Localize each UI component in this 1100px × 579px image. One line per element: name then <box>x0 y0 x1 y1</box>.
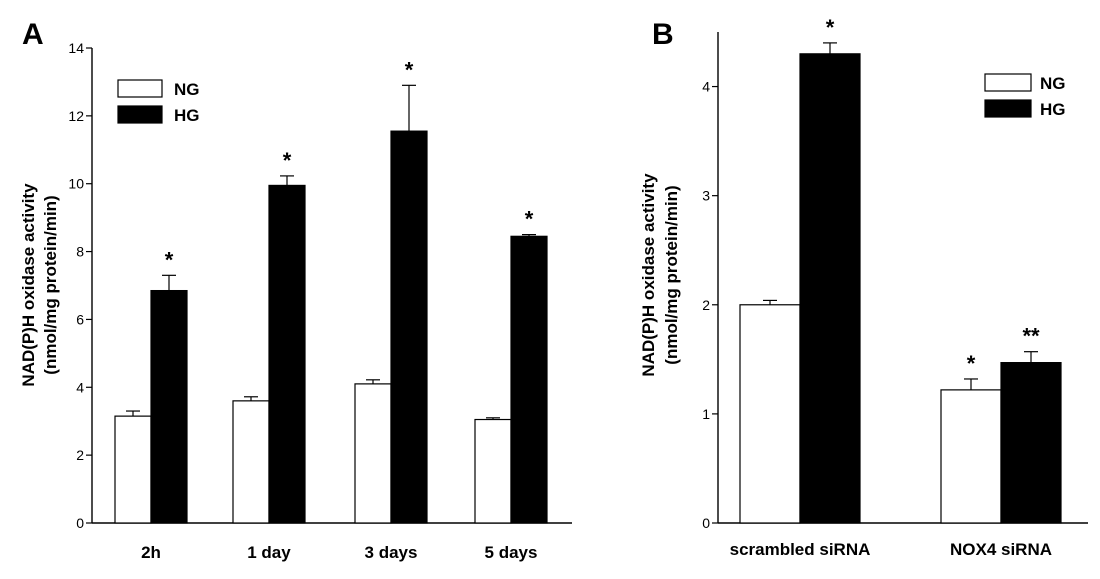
x-category-label: 3 days <box>365 543 418 562</box>
y-tick-label: 4 <box>76 379 84 395</box>
legend-swatch-hg <box>117 105 163 124</box>
significance-marker: ** <box>1022 324 1040 349</box>
bar-hg-1 <box>1000 362 1062 524</box>
y-tick-label: 2 <box>76 447 84 463</box>
y-axis-title-line2: (nmol/mg protein/min) <box>662 185 681 364</box>
significance-marker: * <box>165 247 174 272</box>
x-category-label: 2h <box>141 543 161 562</box>
panel-b-label: B <box>652 18 674 51</box>
legend-swatch-ng <box>117 79 163 98</box>
bar-hg-0 <box>150 289 188 524</box>
significance-marker: * <box>283 148 292 173</box>
significance-marker: * <box>405 57 414 82</box>
y-tick-label: 8 <box>76 244 84 260</box>
legend-label-ng: NG <box>174 80 200 99</box>
y-tick-label: 6 <box>76 311 84 327</box>
bar-ng-2 <box>354 383 392 524</box>
x-category-label: 1 day <box>247 543 291 562</box>
legend-swatch-hg <box>984 99 1032 118</box>
legend-label-hg: HG <box>1040 100 1066 119</box>
y-axis-title-line1: NAD(P)H oxidase activity <box>639 173 658 377</box>
x-category-label: 5 days <box>485 543 538 562</box>
chart-a: 0 2 4 6 8 10 12 14 NAD(P)H oxidase activity (nmol… <box>19 40 572 562</box>
panel-a-label: A <box>22 18 44 51</box>
y-tick-label: 0 <box>76 515 84 531</box>
legend-label-hg: HG <box>174 106 200 125</box>
y-tick-label: 14 <box>68 40 84 56</box>
legend-label-ng: NG <box>1040 74 1066 93</box>
y-tick-label: 12 <box>68 108 84 124</box>
bar-ng-0 <box>739 304 801 524</box>
y-axis-title-line1: NAD(P)H oxidase activity <box>19 183 38 387</box>
x-category-label: NOX4 siRNA <box>950 540 1052 559</box>
bar-ng-3 <box>474 418 512 524</box>
y-tick-label: 1 <box>702 406 710 422</box>
significance-marker: * <box>525 207 534 232</box>
bar-ng-1 <box>232 400 270 524</box>
bar-hg-2 <box>390 130 428 524</box>
legend-swatch-ng <box>984 73 1032 92</box>
chart-b: 0 1 2 3 4 NAD(P)H oxidase activity (nmol/mg pr… <box>639 15 1088 559</box>
y-tick-label: 4 <box>702 79 710 95</box>
significance-marker: * <box>826 15 835 40</box>
bar-hg-0 <box>799 53 861 524</box>
bar-hg-1 <box>268 184 306 524</box>
x-category-label: scrambled siRNA <box>730 540 871 559</box>
y-axis-title-line2: (nmol/mg protein/min) <box>41 195 60 374</box>
y-tick-label: 10 <box>68 176 84 192</box>
y-tick-label: 3 <box>702 188 710 204</box>
y-tick-label: 2 <box>702 297 710 313</box>
significance-marker: * <box>967 351 976 376</box>
bar-ng-1 <box>940 389 1002 524</box>
y-tick-label: 0 <box>702 515 710 531</box>
bar-hg-3 <box>510 235 548 524</box>
bar-ng-0 <box>114 415 152 524</box>
